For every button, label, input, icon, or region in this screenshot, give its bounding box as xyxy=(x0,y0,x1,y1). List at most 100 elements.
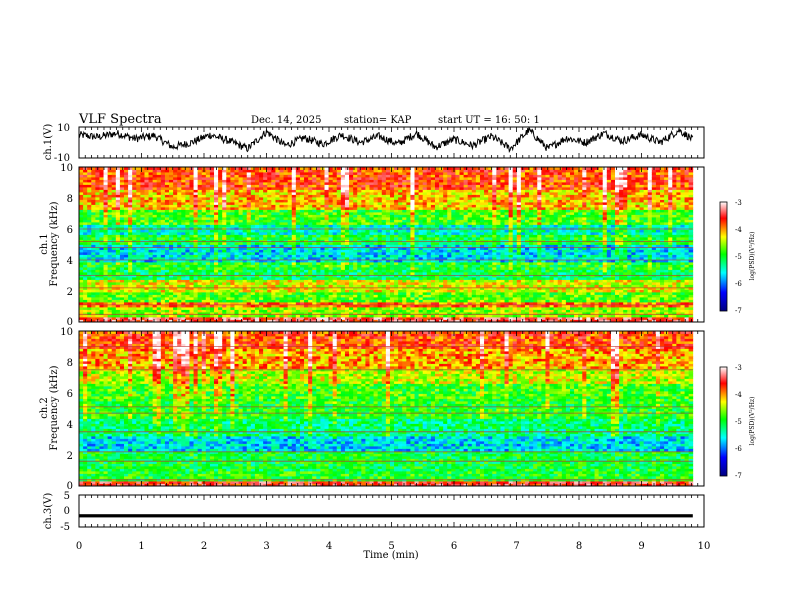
spectrogram-cell xyxy=(157,235,161,238)
spectrogram-cell xyxy=(320,302,324,305)
spectrogram-cell xyxy=(271,202,275,205)
spectrogram-cell xyxy=(83,277,87,280)
spectrogram-cell xyxy=(243,220,247,223)
spectrogram-cell xyxy=(91,280,95,283)
spectrogram-cell xyxy=(288,257,292,260)
spectrogram-cell xyxy=(185,250,189,253)
spectrogram-cell xyxy=(161,177,165,180)
spectrogram-cell xyxy=(161,185,165,188)
spectrogram-cell xyxy=(214,190,218,193)
spectrogram-cell xyxy=(132,187,136,190)
spectrogram-cell xyxy=(337,275,341,278)
spectrogram-cell xyxy=(116,202,120,205)
spectrogram-cell xyxy=(116,217,120,220)
spectrogram-cell xyxy=(124,252,128,255)
spectrogram-cell xyxy=(222,190,226,193)
spectrogram-cell xyxy=(132,235,136,238)
spectrogram-cell xyxy=(382,267,386,270)
spectrogram-cell xyxy=(325,190,329,193)
spectrogram-cell xyxy=(386,235,390,238)
spectrogram-cell xyxy=(79,300,83,303)
spectrogram-cell xyxy=(120,300,124,303)
spectrogram-cell xyxy=(386,237,390,240)
spectrogram-cell xyxy=(288,205,292,208)
spectrogram-cell xyxy=(275,200,279,203)
spectrogram-cell xyxy=(357,222,361,225)
spectrogram-cell xyxy=(259,315,263,318)
spectrogram-cell xyxy=(304,195,308,198)
spectrogram-cell xyxy=(247,295,251,298)
spectrogram-cell xyxy=(251,317,255,320)
spectrogram-cell xyxy=(320,257,324,260)
spectrogram-cell xyxy=(132,172,136,175)
spectrogram-cell xyxy=(95,292,99,295)
spectrogram-cell xyxy=(255,292,259,295)
spectrogram-cell xyxy=(83,270,87,273)
spectrogram-cell xyxy=(173,257,177,260)
spectrogram-cell xyxy=(312,310,316,313)
spectrogram-cell xyxy=(361,265,365,268)
spectrogram-cell xyxy=(271,185,275,188)
spectrogram-cell xyxy=(329,205,333,208)
spectrogram-cell xyxy=(198,227,202,230)
spectrogram-cell xyxy=(320,232,324,235)
spectrogram-cell xyxy=(386,240,390,243)
spectrogram-cell xyxy=(259,265,263,268)
spectrogram-cell xyxy=(206,272,210,275)
spectrogram-cell xyxy=(267,282,271,285)
spectrogram-cell xyxy=(386,297,390,300)
spectrogram-cell xyxy=(222,182,226,185)
spectrogram-cell xyxy=(198,230,202,233)
spectrogram-cell xyxy=(365,277,369,280)
spectrogram-cell xyxy=(181,255,185,258)
spectrogram-cell xyxy=(230,275,234,278)
spectrogram-cell xyxy=(234,315,238,318)
spectrogram-cell xyxy=(361,270,365,273)
spectrogram-cell xyxy=(222,215,226,218)
spectrogram-cell xyxy=(177,262,181,265)
spectrogram-cell xyxy=(312,212,316,215)
spectrogram-cell xyxy=(149,242,153,245)
spectrogram-cell xyxy=(104,252,108,255)
spectrogram-cell xyxy=(230,280,234,283)
spectrogram-cell xyxy=(259,290,263,293)
spectrogram-cell xyxy=(230,285,234,288)
spectrogram-cell xyxy=(365,310,369,313)
spectrogram-cell xyxy=(153,215,157,218)
spectrogram-cell xyxy=(173,287,177,290)
spectrogram-cell xyxy=(222,220,226,223)
spectrogram-cell xyxy=(214,272,218,275)
spectrogram-cell xyxy=(194,302,198,305)
spectrogram-cell xyxy=(87,275,91,278)
spectrogram-cell xyxy=(198,197,202,200)
spectrogram-cell xyxy=(230,232,234,235)
spectrogram-cell xyxy=(116,200,120,203)
spectrogram-cell xyxy=(365,290,369,293)
spectrogram-cell xyxy=(382,280,386,283)
spectrogram-cell xyxy=(83,220,87,223)
spectrogram-cell xyxy=(181,200,185,203)
spectrogram-cell xyxy=(263,250,267,253)
spectrogram-cell xyxy=(390,280,394,283)
spectrogram-cell xyxy=(259,182,263,185)
spectrogram-cell xyxy=(128,307,132,310)
spectrogram-cell xyxy=(177,197,181,200)
spectrogram-cell xyxy=(177,220,181,223)
spectrogram-cell xyxy=(394,300,398,303)
spectrogram-cell xyxy=(198,222,202,225)
spectrogram-cell xyxy=(308,270,312,273)
spectrogram-cell xyxy=(275,300,279,303)
spectrogram-cell xyxy=(157,267,161,270)
spectrogram-cell xyxy=(308,240,312,243)
spectrogram-cell xyxy=(353,212,357,215)
spectrogram-cell xyxy=(263,222,267,225)
spectrogram-cell xyxy=(284,255,288,258)
spectrogram-cell xyxy=(259,297,263,300)
spectrogram-cell xyxy=(226,227,230,230)
spectrogram-cell xyxy=(87,177,91,180)
spectrogram-cell xyxy=(325,212,329,215)
spectrogram-cell xyxy=(345,300,349,303)
spectrogram-cell xyxy=(345,195,349,198)
spectrogram-cell xyxy=(104,290,108,293)
spectrogram-cell xyxy=(177,300,181,303)
